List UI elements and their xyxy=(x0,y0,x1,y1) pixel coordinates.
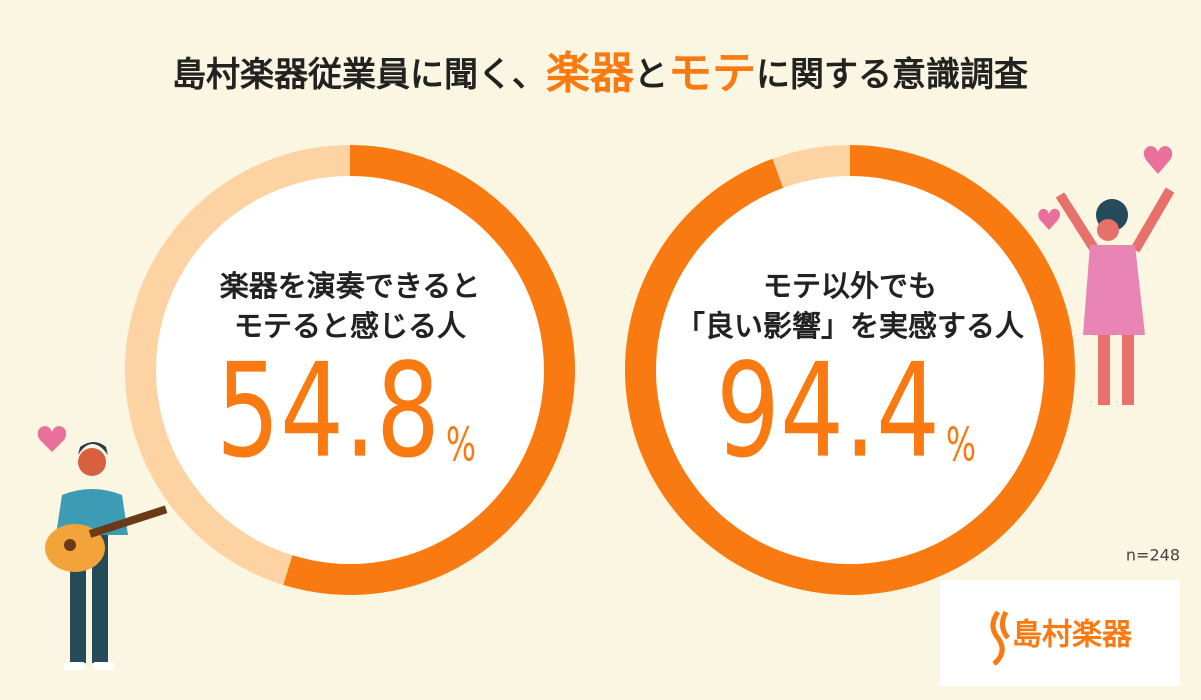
donut-label: 楽器を演奏できると xyxy=(220,269,480,303)
value-label: 94.4 xyxy=(716,335,940,487)
donut-label: モテると感じる人 xyxy=(234,309,466,343)
title-part: 楽器 xyxy=(546,48,635,99)
sample-size: n=248 xyxy=(1126,546,1180,565)
donut-hole xyxy=(656,176,1044,564)
value-unit: % xyxy=(446,418,476,472)
logo-mark xyxy=(990,610,1010,666)
value-unit: % xyxy=(946,418,976,472)
title-part: に関する意識調査 xyxy=(756,55,1028,95)
singer-illustration xyxy=(1038,146,1175,405)
logo-box xyxy=(940,580,1180,686)
donut-hole xyxy=(156,176,544,564)
guitarist-illustration xyxy=(37,426,168,670)
title: 島村楽器従業員に聞く、楽器とモテに関する意識調査 xyxy=(172,48,1028,99)
value-label: 54.8 xyxy=(216,335,440,487)
donut-label: モテ以外でも xyxy=(763,269,937,303)
title-part: 島村楽器従業員に聞く、 xyxy=(172,55,546,95)
title-part: と xyxy=(634,55,668,95)
title-part: モテ xyxy=(668,48,756,99)
logo-text: 島村楽器 xyxy=(1012,618,1133,653)
donut-label: 「良い影響」を実感する人 xyxy=(676,309,1024,343)
